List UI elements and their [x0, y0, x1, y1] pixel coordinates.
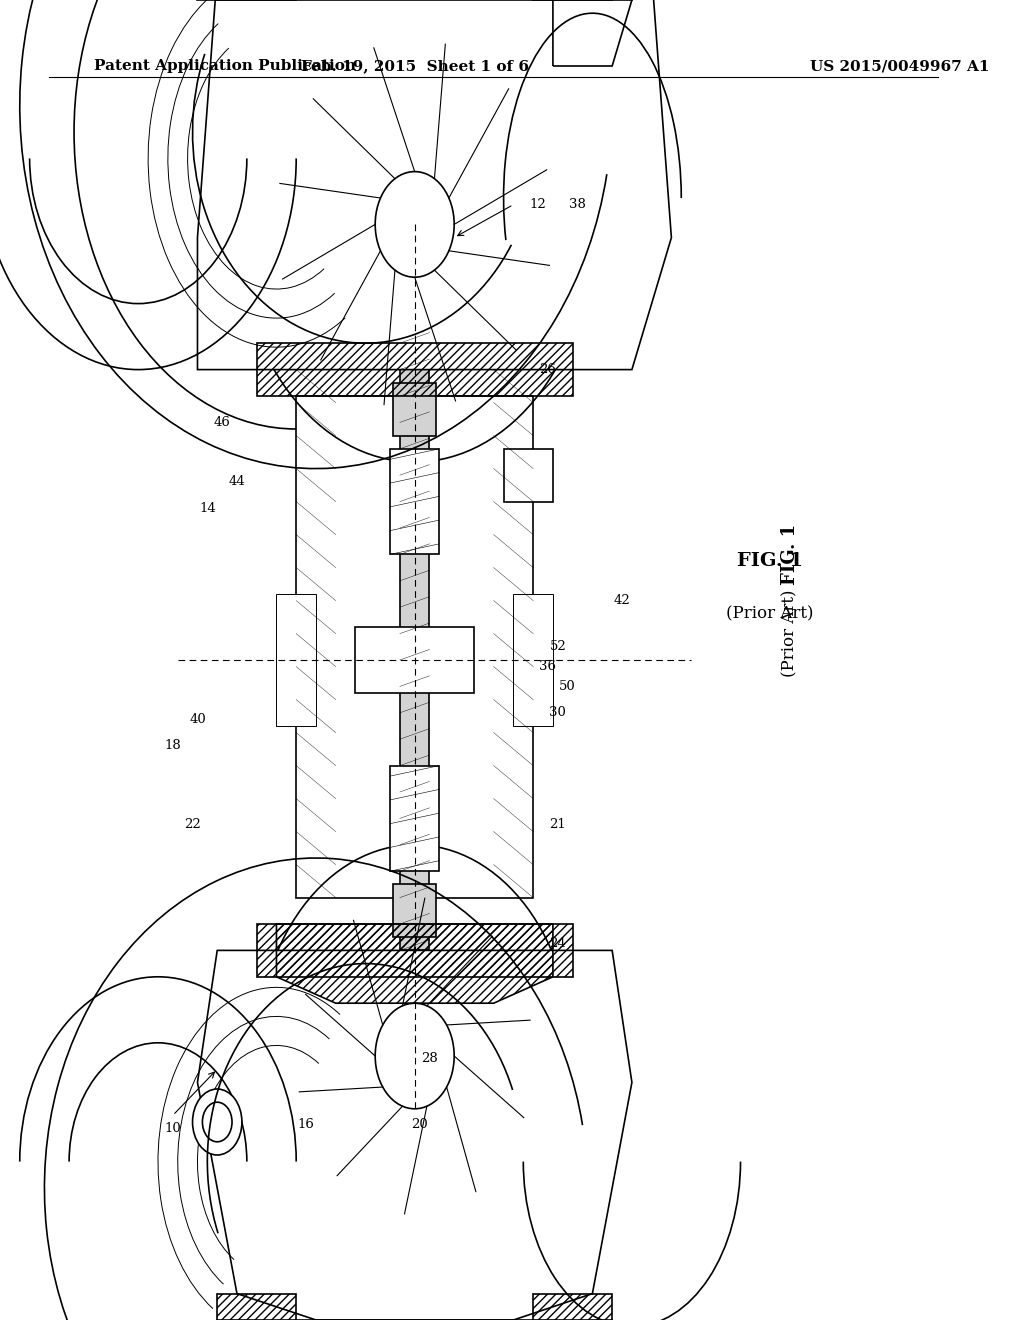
Text: 50: 50	[559, 680, 577, 693]
Text: (Prior Art): (Prior Art)	[781, 590, 799, 677]
Polygon shape	[355, 627, 474, 693]
Text: 24: 24	[550, 937, 566, 950]
Text: 46: 46	[214, 416, 230, 429]
Text: 28: 28	[421, 1052, 438, 1065]
Polygon shape	[393, 383, 436, 436]
Polygon shape	[513, 594, 553, 726]
Text: 22: 22	[184, 818, 201, 832]
Text: 18: 18	[165, 739, 181, 752]
Text: 10: 10	[165, 1122, 181, 1135]
Circle shape	[203, 1102, 232, 1142]
Text: 44: 44	[228, 475, 246, 488]
Text: 40: 40	[189, 713, 206, 726]
Text: 36: 36	[540, 660, 556, 673]
Text: Patent Application Publication: Patent Application Publication	[94, 59, 355, 74]
Polygon shape	[198, 950, 632, 1320]
Text: FIG. 1: FIG. 1	[737, 552, 803, 570]
Polygon shape	[400, 317, 429, 950]
Text: US 2015/0049967 A1: US 2015/0049967 A1	[810, 59, 989, 74]
Circle shape	[375, 1003, 455, 1109]
Text: 38: 38	[569, 198, 586, 211]
Circle shape	[193, 1089, 242, 1155]
Text: 42: 42	[613, 594, 631, 607]
Polygon shape	[296, 396, 534, 898]
Text: 21: 21	[550, 818, 566, 832]
Polygon shape	[390, 766, 439, 871]
Text: 20: 20	[412, 1118, 428, 1131]
Text: 52: 52	[550, 640, 566, 653]
Text: (Prior Art): (Prior Art)	[726, 606, 814, 622]
Polygon shape	[504, 449, 553, 502]
Circle shape	[375, 172, 455, 277]
Polygon shape	[390, 449, 439, 554]
Polygon shape	[276, 594, 316, 726]
Text: 12: 12	[529, 198, 547, 211]
Text: 26: 26	[540, 363, 556, 376]
Text: 14: 14	[199, 502, 216, 515]
Text: 16: 16	[298, 1118, 314, 1131]
Polygon shape	[393, 884, 436, 937]
Text: Feb. 19, 2015  Sheet 1 of 6: Feb. 19, 2015 Sheet 1 of 6	[301, 59, 528, 74]
Polygon shape	[198, 0, 672, 370]
Text: FIG. 1: FIG. 1	[781, 524, 799, 585]
Text: 30: 30	[550, 706, 566, 719]
